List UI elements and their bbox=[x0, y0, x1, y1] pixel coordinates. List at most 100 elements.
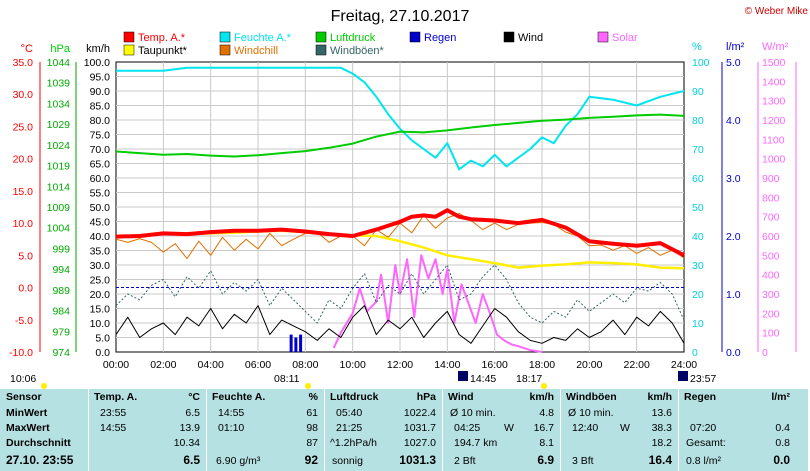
sunrise-time: 08:11 bbox=[274, 373, 300, 385]
legend-label: Windchill bbox=[234, 45, 278, 57]
legend-label: Taupunkt* bbox=[138, 45, 188, 57]
stats-hum-min-time: 14:55 bbox=[218, 407, 245, 419]
tick-label-press: 989 bbox=[52, 285, 70, 297]
tick-label-press: 1004 bbox=[47, 223, 71, 235]
series-line-wind bbox=[115, 305, 685, 344]
tick-label-wind: 70.0 bbox=[90, 144, 111, 156]
legend-label: Windböen* bbox=[330, 45, 385, 57]
series-line-temp-a bbox=[115, 208, 685, 258]
tick-label-rain: 0.0 bbox=[726, 347, 741, 359]
stats-current-datetime: 27.10. 23:55 bbox=[6, 453, 74, 467]
tick-label-hum: 100 bbox=[692, 57, 710, 69]
tick-label-wind: 55.0 bbox=[90, 188, 111, 200]
stats-hum-title: Feuchte A. bbox=[212, 391, 266, 403]
moonset-icon bbox=[678, 371, 688, 381]
stats-gust-beaufort: 3 Bft bbox=[572, 455, 594, 467]
axis-unit-press: hPa bbox=[50, 43, 70, 55]
stats-press-current: 1031.3 bbox=[399, 453, 436, 467]
tick-label-press: 1044 bbox=[47, 57, 71, 69]
legend-label: Luftdruck bbox=[330, 32, 376, 44]
stats-gust-title: Windböen bbox=[566, 391, 617, 403]
stats-press-title: Luftdruck bbox=[330, 391, 379, 403]
stats-wind-avg10-value: 4.8 bbox=[539, 407, 554, 419]
moonrise-time: 14:45 bbox=[470, 373, 496, 385]
stats-rain-max-value: 0.4 bbox=[775, 422, 790, 434]
tick-label-press: 1019 bbox=[47, 161, 71, 173]
stats-min-label: MinWert bbox=[6, 407, 48, 419]
stats-hum-min-value: 61 bbox=[306, 407, 318, 419]
stats-wind-max-direction: W bbox=[504, 422, 514, 434]
tick-label-wind: 80.0 bbox=[90, 115, 111, 127]
legend-swatch bbox=[219, 31, 231, 43]
sunset-time: 18:17 bbox=[516, 373, 542, 385]
tick-label-hum: 60 bbox=[692, 173, 704, 185]
stats-wind-max-time: 04:25 bbox=[454, 422, 481, 434]
legend-swatch bbox=[123, 31, 135, 43]
rain-bar bbox=[289, 334, 293, 352]
stats-hum-absolute: 6.90 g/m³ bbox=[216, 455, 261, 467]
tick-label-rain: 4.0 bbox=[726, 115, 741, 127]
tick-label-hum: 30 bbox=[692, 260, 704, 272]
sunrise-icon bbox=[305, 383, 311, 389]
stats-wind-avg: 8.1 bbox=[539, 437, 554, 449]
stats-temp-title: Temp. A. bbox=[94, 391, 138, 403]
weather-chart: Freitag, 27.10.2017 © Weber Mike Temp. A.*… bbox=[9, 6, 809, 389]
tick-label-press: 999 bbox=[52, 243, 70, 255]
stats-hum-unit: % bbox=[308, 391, 318, 403]
tick-label-solar: 900 bbox=[762, 173, 780, 185]
tick-label-wind: 75.0 bbox=[90, 130, 111, 142]
tick-label-solar: 1000 bbox=[762, 154, 786, 166]
chart-title: Freitag, 27.10.2017 bbox=[331, 8, 470, 25]
x-tick-label: 20:00 bbox=[576, 359, 602, 371]
tick-label-wind: 85.0 bbox=[90, 101, 111, 113]
tick-label-solar: 1100 bbox=[762, 134, 785, 146]
sunset-icon bbox=[541, 383, 547, 389]
tick-label-solar: 700 bbox=[762, 212, 780, 224]
tick-label-rain: 1.0 bbox=[726, 289, 741, 301]
moonset-time: 23:57 bbox=[690, 373, 716, 385]
x-tick-label: 18:00 bbox=[529, 359, 555, 371]
tick-label-hum: 90 bbox=[692, 86, 704, 98]
stats-temp-unit: °C bbox=[188, 391, 200, 403]
x-tick-label: 02:00 bbox=[150, 359, 176, 371]
tick-label-press: 1024 bbox=[47, 140, 71, 152]
x-tick-label: 12:00 bbox=[387, 359, 413, 371]
tick-label-temp: 35.0 bbox=[13, 57, 34, 69]
stats-rain-total-label: Gesamt: bbox=[686, 437, 726, 449]
stats-avg-label: Durchschnitt bbox=[6, 437, 71, 449]
tick-label-solar: 1400 bbox=[762, 76, 786, 88]
stats-temp-min-value: 6.5 bbox=[185, 407, 200, 419]
stats-press-avg: 1027.0 bbox=[403, 437, 436, 449]
tick-label-solar: 600 bbox=[762, 231, 780, 243]
series-line-feuchte-a bbox=[116, 66, 685, 171]
stats-gust-avg: 18.2 bbox=[651, 437, 672, 449]
axis-unit-rain: l/m² bbox=[726, 41, 745, 53]
tick-label-wind: 0.0 bbox=[95, 347, 110, 359]
stats-rain-total-value: 0.8 bbox=[775, 437, 790, 449]
legend-label: Solar bbox=[612, 32, 638, 44]
tick-label-wind: 100.0 bbox=[84, 57, 110, 69]
tick-label-hum: 70 bbox=[692, 144, 704, 156]
axis-unit-hum: % bbox=[692, 41, 702, 53]
legend-swatch bbox=[315, 31, 327, 43]
legend-label: Wind bbox=[518, 32, 543, 44]
tick-label-wind: 60.0 bbox=[90, 173, 111, 185]
tick-label-wind: 50.0 bbox=[90, 202, 111, 214]
stats-max-label: MaxWert bbox=[6, 422, 50, 434]
tick-label-hum: 0 bbox=[692, 347, 698, 359]
tick-label-wind: 90.0 bbox=[90, 86, 111, 98]
tick-label-press: 994 bbox=[52, 264, 70, 276]
tick-label-temp: 15.0 bbox=[13, 186, 34, 198]
stats-rain-current: 0.0 bbox=[773, 453, 790, 467]
tick-label-temp: 10.0 bbox=[13, 218, 34, 230]
stats-gust-max-direction: W bbox=[620, 422, 630, 434]
tick-label-wind: 15.0 bbox=[90, 304, 111, 316]
tick-label-wind: 45.0 bbox=[90, 217, 111, 229]
stats-wind-max-value: 16.7 bbox=[533, 422, 554, 434]
stats-wind-title: Wind bbox=[448, 391, 474, 403]
stats-temp-avg: 10.34 bbox=[173, 437, 200, 449]
x-tick-label: 22:00 bbox=[624, 359, 650, 371]
rain-bar bbox=[299, 334, 303, 352]
tick-label-press: 979 bbox=[52, 326, 70, 338]
stats-temp-min-time: 23:55 bbox=[100, 407, 127, 419]
